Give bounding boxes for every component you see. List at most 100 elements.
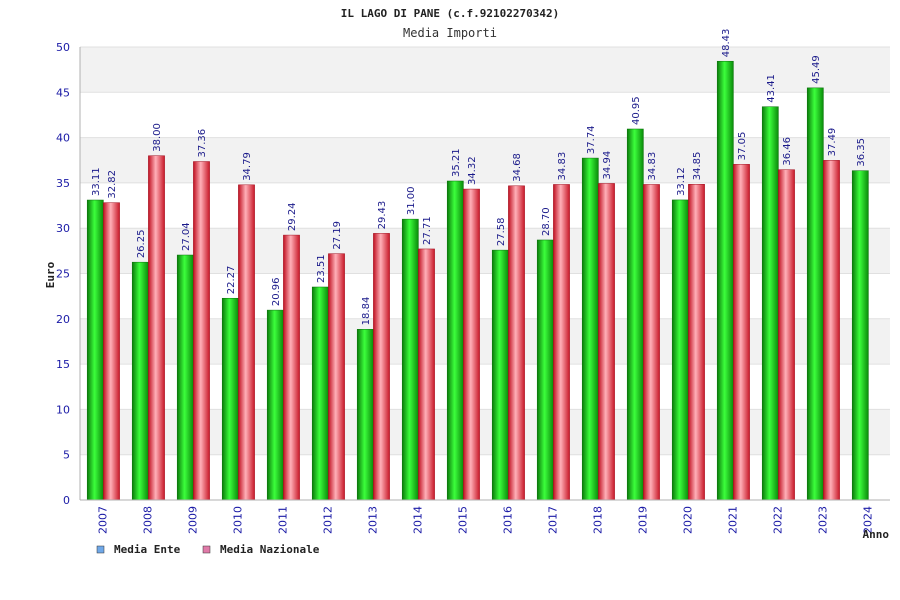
y-axis-label: Euro [44,261,57,288]
bar-media-ente-2019 [626,128,644,501]
chart-subtitle: Media Importi [403,26,497,40]
bar-media-ente-2009 [176,254,194,501]
bar-media-nazionale-2020 [688,184,705,501]
data-label: 18.84 [361,297,372,326]
x-tick-label: 2024 [862,506,875,534]
data-label: 43.41 [766,74,777,103]
data-label: 34.83 [557,152,568,181]
bar-media-nazionale-2019 [643,184,660,501]
bar-media-nazionale-2013 [373,233,390,501]
legend: Media Ente Media Nazionale [96,543,320,556]
x-tick-label: 2018 [592,506,605,534]
y-tick-label: 20 [56,313,70,326]
bar-media-ente-2010 [221,297,239,501]
bar-media-ente-2018 [581,157,599,501]
bar-media-ente-2007 [86,199,104,501]
y-tick-label: 50 [56,41,70,54]
data-label: 37.74 [586,125,597,154]
data-label: 36.35 [856,138,867,167]
data-label: 23.51 [316,254,327,283]
grid-band [80,273,890,319]
y-tick-label: 0 [63,494,70,507]
data-label: 35.21 [451,148,462,177]
x-tick-label: 2009 [187,506,200,534]
bar-media-nazionale-2016 [508,185,525,501]
y-tick-label: 15 [56,358,70,371]
bar-media-nazionale-2012 [328,253,345,501]
grid-band [80,454,890,500]
bar-media-ente-2017 [536,239,554,501]
x-tick-label: 2021 [727,506,740,534]
x-tick-label: 2013 [367,506,380,534]
y-tick-label: 25 [56,268,70,281]
x-tick-label: 2019 [637,506,650,534]
grid-band [80,182,890,229]
bar-media-nazionale-2009 [193,161,210,501]
data-label: 48.43 [721,29,732,58]
plot-background [80,47,890,500]
x-tick-label: 2015 [457,506,470,534]
y-tick-label: 40 [56,132,70,145]
y-tick-label: 35 [56,177,70,190]
grid-band [80,409,890,455]
grid-band [80,92,890,138]
bar-media-ente-2024 [851,170,869,501]
data-label: 34.79 [242,152,253,181]
data-label: 31.00 [406,186,417,215]
bar-media-ente-2021 [716,60,734,501]
data-label: 34.94 [602,151,613,180]
x-tick-label: 2023 [817,506,830,534]
bar-media-ente-2015 [446,180,464,501]
data-label: 27.71 [422,216,433,245]
bar-media-nazionale-2022 [778,169,795,501]
bar-media-ente-2022 [761,106,779,501]
grid-band [80,228,890,274]
grid-band [80,364,890,410]
x-tick-label: 2011 [277,506,290,534]
bar-media-ente-2013 [356,329,374,501]
data-label: 27.58 [496,217,507,246]
data-label: 37.05 [737,132,748,161]
bar-media-nazionale-2017 [553,184,570,501]
grid-band [80,318,890,365]
data-label: 29.24 [287,202,298,231]
data-label: 34.85 [692,152,703,181]
y-tick-label: 10 [56,403,70,416]
y-tick-label: 30 [56,222,70,235]
data-label: 34.32 [467,156,478,185]
legend-swatch-media-nazionale [202,545,211,554]
bar-media-nazionale-2010 [238,184,255,501]
bar-media-ente-2020 [671,199,689,501]
data-label: 22.27 [226,266,237,295]
x-tick-label: 2012 [322,506,335,534]
data-label: 27.19 [332,221,343,250]
bar-media-ente-2011 [266,309,284,501]
data-labels: 33.11 32.82 26.25 38.00 27.04 37.36 22.27 34.79… [91,29,867,326]
data-label: 33.12 [676,167,687,196]
bar-media-nazionale-2015 [463,188,480,501]
bar-media-ente-2016 [491,249,509,501]
x-tick-label: 2016 [502,506,515,534]
chart-title: IL LAGO DI PANE (c.f.92102270342) [341,7,560,20]
data-label: 40.95 [631,96,642,125]
data-label: 36.46 [782,137,793,166]
data-label: 38.00 [152,123,163,152]
grid-band [80,47,890,93]
x-axis-ticks: 2007 2008 2009 2010 2011 2012 2013 2014 2015 2016… [97,506,875,534]
legend-label-media-nazionale: Media Nazionale [220,543,320,556]
x-tick-label: 2022 [772,506,785,534]
bar-media-ente-2008 [131,261,149,501]
bar-media-nazionale-2014 [418,248,435,501]
y-axis-ticks: 0 5 10 15 20 25 30 35 40 45 50 [56,41,70,507]
bar-media-ente-2023 [806,87,824,501]
data-label: 29.43 [377,201,388,230]
bar-media-ente-2014 [401,218,419,501]
data-label: 20.96 [271,277,282,306]
data-label: 26.25 [136,230,147,259]
x-tick-label: 2010 [232,506,245,534]
y-tick-label: 5 [63,449,70,462]
bar-media-nazionale-2021 [733,164,750,501]
data-label: 28.70 [541,207,552,236]
data-label: 27.04 [181,222,192,251]
